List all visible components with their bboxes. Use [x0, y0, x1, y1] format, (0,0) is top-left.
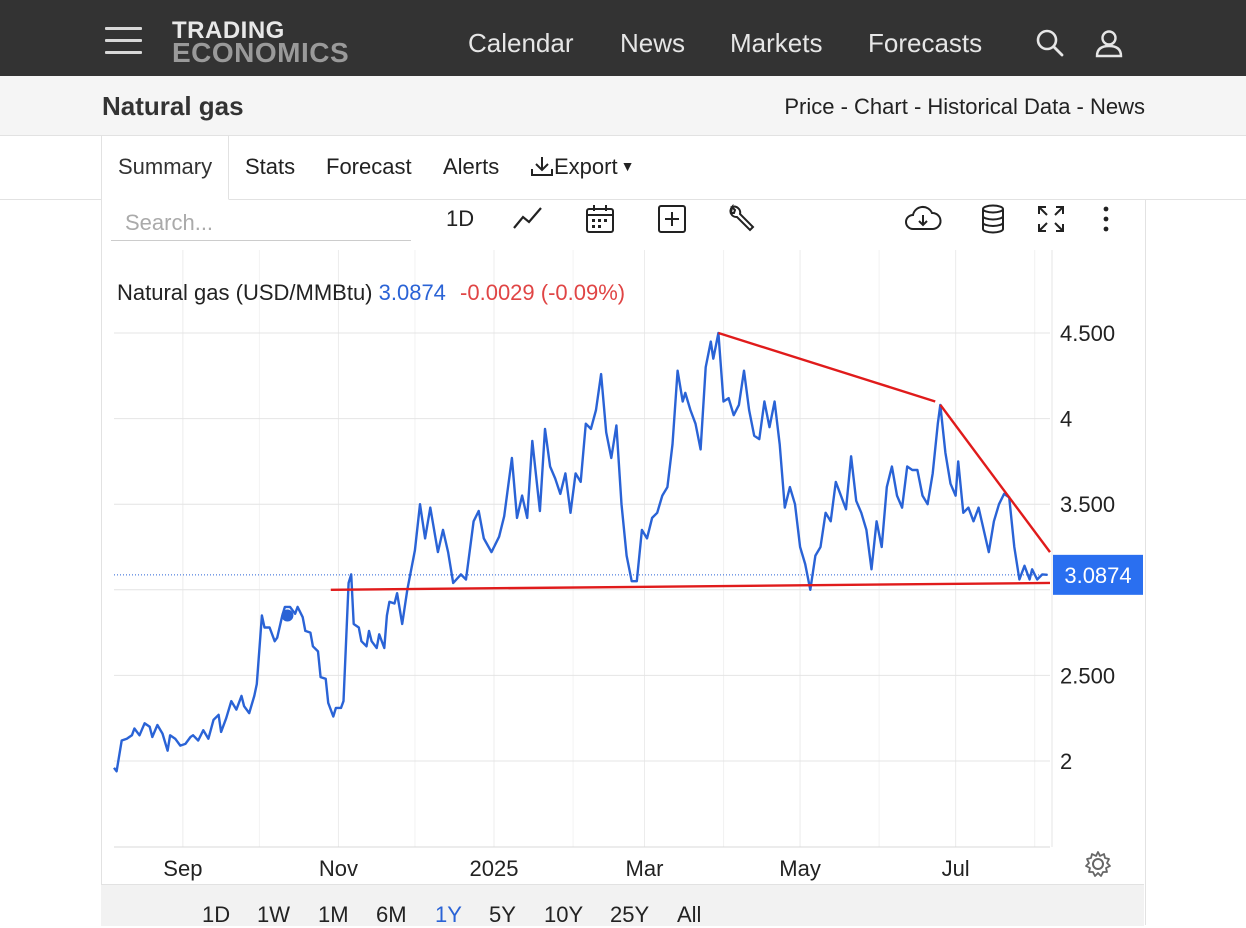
range-all[interactable]: All [677, 902, 702, 927]
chart-panel [101, 199, 1146, 925]
range-1w[interactable]: 1W [257, 902, 290, 927]
page-title: Natural gas [102, 91, 244, 121]
x-tick-label: 2025 [470, 856, 519, 881]
cloud-download-icon[interactable] [904, 204, 942, 239]
range-bar [101, 884, 1144, 926]
export-label: Export [554, 154, 618, 179]
nav-forecasts[interactable]: Forecasts [868, 28, 983, 58]
x-tick-label: Sep [163, 856, 202, 881]
site-logo[interactable]: TRADING ECONOMICS [172, 17, 350, 68]
y-tick-label: 4 [1060, 407, 1072, 432]
x-tick-label: Jul [942, 856, 970, 881]
price-series-line [113, 331, 1048, 773]
y-tick-label: 3.500 [1060, 492, 1115, 517]
nav-markets[interactable]: Markets [730, 28, 823, 58]
range-1m[interactable]: 1M [318, 902, 349, 927]
range-1d[interactable]: 1D [202, 902, 231, 927]
x-tick-label: Mar [626, 856, 664, 881]
top-navbar: TRADING ECONOMICS Calendar News Markets … [0, 0, 1246, 76]
wrench-icon[interactable] [726, 203, 756, 239]
trendline [718, 331, 936, 403]
tab-stats[interactable]: Stats [245, 154, 296, 179]
tab-forecast[interactable]: Forecast [326, 154, 412, 179]
y-tick-label: 2 [1060, 749, 1072, 774]
nav-calendar[interactable]: Calendar [468, 28, 574, 58]
logo-line1: TRADING [172, 17, 285, 44]
instrument-header: Natural gas Price - Chart - Historical D… [0, 76, 1246, 136]
fullscreen-icon[interactable] [1036, 204, 1066, 239]
tab-summary[interactable]: Summary [101, 136, 230, 200]
tab-alerts[interactable]: Alerts [443, 154, 500, 179]
gear-icon[interactable] [1084, 850, 1112, 883]
chart-legend: Natural gas (USD/MMBtu) 3.0874 -0.0029 (… [117, 280, 625, 305]
legend-change: -0.0029 (-0.09%) [454, 280, 625, 305]
range-5y[interactable]: 5Y [489, 902, 516, 927]
legend-name: Natural gas (USD/MMBtu) [117, 280, 373, 305]
search-icon[interactable] [1035, 28, 1065, 63]
nav-news[interactable]: News [620, 28, 686, 58]
range-25y[interactable]: 25Y [610, 902, 650, 927]
trendline [939, 404, 1051, 553]
line-chart-icon[interactable] [512, 204, 544, 237]
caret-down-icon: ▼ [620, 158, 635, 174]
x-tick-label: Nov [319, 856, 358, 881]
page-links[interactable]: Price - Chart - Historical Data - News [784, 94, 1145, 119]
price-tag-label: 3.0874 [1064, 563, 1131, 588]
trendline [330, 581, 1051, 591]
tabs-bar: Summary Stats Forecast Alerts Export ▼ [0, 136, 1246, 200]
range-10y[interactable]: 10Y [544, 902, 584, 927]
range-1y[interactable]: 1Y [435, 902, 462, 927]
tab-export[interactable]: Export ▼ [530, 154, 634, 180]
price-tag-box [1053, 554, 1143, 595]
search-input[interactable] [111, 205, 411, 241]
legend-price: 3.0874 [373, 280, 446, 305]
x-tick-label: May [779, 856, 821, 881]
interval-selector[interactable]: 1D [446, 206, 475, 231]
y-tick-label: 2.500 [1060, 663, 1115, 688]
more-icon[interactable] [1096, 204, 1116, 239]
add-icon[interactable] [657, 204, 687, 239]
range-6m[interactable]: 6M [376, 902, 407, 927]
logo-line2: ECONOMICS [172, 37, 350, 68]
menu-icon[interactable] [105, 27, 142, 55]
event-marker[interactable] [281, 609, 294, 622]
y-tick-label: 4.500 [1060, 321, 1115, 346]
download-icon [531, 157, 553, 176]
user-icon[interactable] [1094, 28, 1124, 63]
database-icon[interactable] [980, 204, 1006, 239]
calendar-icon[interactable] [585, 204, 615, 239]
